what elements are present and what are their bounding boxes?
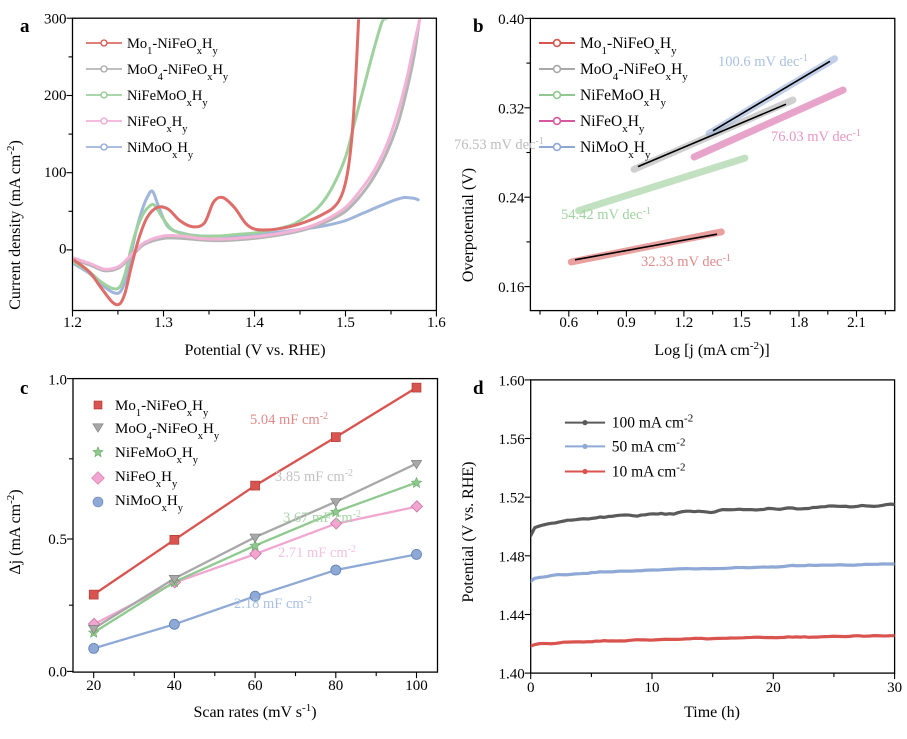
svg-text:b: b [473,16,484,37]
svg-text:2.71 mF cm-2: 2.71 mF cm-2 [278,544,356,562]
svg-text:1.44: 1.44 [498,608,525,624]
svg-text:0.32: 0.32 [498,101,524,117]
svg-text:0: 0 [527,680,535,696]
svg-text:1.48: 1.48 [498,549,524,565]
svg-text:NiMoOxHy: NiMoOxHy [127,140,194,161]
svg-text:0.0: 0.0 [48,664,67,680]
svg-text:32.33 mV dec-1: 32.33 mV dec-1 [641,253,731,271]
svg-text:10 mA cm-2: 10 mA cm-2 [612,462,686,481]
svg-text:NiFeMoOxHy: NiFeMoOxHy [580,87,666,109]
svg-text:0.5: 0.5 [48,532,67,548]
svg-text:30: 30 [887,680,902,696]
svg-text:2.1: 2.1 [847,315,866,331]
svg-text:60: 60 [248,678,263,694]
svg-text:2.18 mF cm-2: 2.18 mF cm-2 [234,595,312,613]
svg-text:Overpotential (V): Overpotential (V) [460,168,477,282]
svg-text:NiMoOxHy: NiMoOxHy [115,493,184,514]
svg-text:Time (h): Time (h) [684,704,740,721]
svg-text:Scan rates (mV s-1): Scan rates (mV s-1) [193,702,316,721]
svg-text:1.5: 1.5 [732,315,751,331]
svg-text:54.42 mV dec-1: 54.42 mV dec-1 [561,206,651,224]
svg-text:50 mA cm-2: 50 mA cm-2 [612,436,686,455]
svg-text:300: 300 [44,12,67,28]
svg-text:MoO4-NiFeOxHy: MoO4-NiFeOxHy [127,62,229,83]
svg-text:1.8: 1.8 [790,315,809,331]
svg-text:40: 40 [167,678,182,694]
svg-text:NiFeMoOxHy: NiFeMoOxHy [127,88,208,109]
svg-text:c: c [20,378,28,399]
svg-text:100.6 mV dec-1: 100.6 mV dec-1 [718,53,808,71]
svg-text:Log [j (mA cm-2)]: Log [j (mA cm-2)] [654,340,769,359]
svg-text:MoO4-NiFeOxHy: MoO4-NiFeOxHy [115,421,220,442]
svg-text:0.24: 0.24 [498,191,525,207]
svg-text:3.67 mF cm-2: 3.67 mF cm-2 [283,509,361,527]
svg-text:0.9: 0.9 [617,315,636,331]
svg-text:1.56: 1.56 [498,432,525,448]
svg-text:1.2: 1.2 [675,315,694,331]
svg-text:1.5: 1.5 [336,315,355,331]
svg-text:1.6: 1.6 [427,315,446,331]
svg-text:0.6: 0.6 [559,315,578,331]
svg-text:3.85 mF cm-2: 3.85 mF cm-2 [275,468,353,486]
svg-text:MoO4-NiFeOxHy: MoO4-NiFeOxHy [580,61,688,83]
svg-text:200: 200 [44,88,67,104]
svg-text:76.03 mV dec-1: 76.03 mV dec-1 [771,128,861,146]
svg-text:100: 100 [405,678,428,694]
svg-text:0.16: 0.16 [498,280,525,296]
svg-text:Mo1-NiFeOxHy: Mo1-NiFeOxHy [127,36,218,57]
svg-text:1.40: 1.40 [498,667,524,683]
svg-text:a: a [20,16,30,37]
svg-text:NiFeOxHy: NiFeOxHy [127,114,188,135]
svg-text:100: 100 [44,165,67,181]
svg-text:1.60: 1.60 [498,373,524,389]
svg-text:1.4: 1.4 [245,315,264,331]
svg-text:NiFeOxHy: NiFeOxHy [580,113,645,135]
svg-text:10: 10 [645,680,660,696]
svg-text:d: d [473,378,484,399]
svg-text:0: 0 [59,242,67,258]
svg-text:NiFeOxHy: NiFeOxHy [115,469,178,490]
svg-text:Current density (mA cm-2): Current density (mA cm-2) [5,140,24,310]
svg-text:100 mA cm-2: 100 mA cm-2 [612,413,694,432]
svg-text:5.04 mF cm-2: 5.04 mF cm-2 [250,411,328,429]
svg-text:Mo1-NiFeOxHy: Mo1-NiFeOxHy [115,398,209,419]
svg-text:Potential (V vs. RHE): Potential (V vs. RHE) [184,342,325,359]
svg-text:Potential (V vs. RHE): Potential (V vs. RHE) [460,461,477,602]
svg-text:NiMoOxHy: NiMoOxHy [580,139,651,161]
svg-text:Mo1-NiFeOxHy: Mo1-NiFeOxHy [580,35,677,57]
svg-text:20: 20 [766,680,781,696]
svg-text:0.40: 0.40 [498,12,524,28]
svg-text:80: 80 [328,678,343,694]
svg-text:1.2: 1.2 [63,315,82,331]
svg-text:1.3: 1.3 [154,315,173,331]
svg-text:Δj (mA cm-2): Δj (mA cm-2) [5,489,24,574]
svg-text:1.52: 1.52 [498,491,524,507]
svg-text:20: 20 [86,678,101,694]
svg-text:76.53 mV dec-1: 76.53 mV dec-1 [454,136,544,154]
svg-text:NiFeMoOxHy: NiFeMoOxHy [115,445,199,466]
svg-text:1.0: 1.0 [48,373,67,389]
